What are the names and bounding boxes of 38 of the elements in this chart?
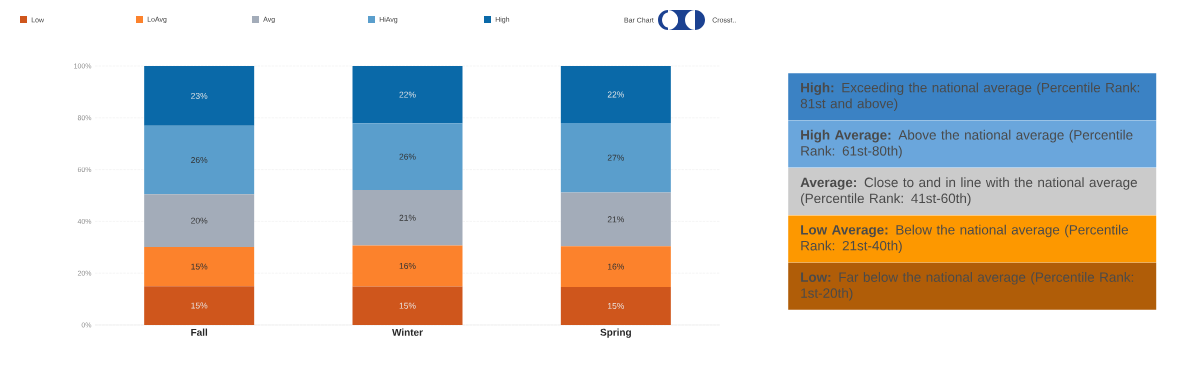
bar — [352, 245, 463, 287]
bar — [560, 246, 671, 287]
text: Low: Far below the national average (Percentile Rank: 1st-20th) — [801, 272, 1134, 301]
bar — [144, 194, 255, 248]
data-label: 22% — [607, 91, 625, 98]
bar — [560, 286, 671, 325]
bar — [352, 66, 463, 124]
data-label: 26% — [191, 157, 208, 164]
data-label: 20% — [191, 217, 208, 224]
data-label: 22% — [399, 91, 416, 98]
data-label: 21% — [399, 214, 416, 221]
bar — [560, 66, 671, 123]
data-label: 27% — [607, 154, 625, 161]
data-label: 15% — [399, 302, 416, 309]
data-label: 15% — [608, 302, 625, 309]
data-label: 21% — [607, 216, 625, 223]
data-label: 16% — [608, 263, 625, 270]
bar — [144, 286, 255, 325]
text: Low Average: Below the national average (Percentile Rank: 21st-40th) — [801, 224, 1128, 254]
data-label: 15% — [191, 302, 208, 309]
x-tick-label: Spring — [600, 328, 631, 338]
bar — [144, 125, 255, 195]
bar — [352, 123, 463, 191]
text: Average: Close to and in line with the national average (Percentile Rank: 41st-60th) — [800, 177, 1137, 206]
text: High Average: Above the national average (Percentile Rank: 61st-80th) — [801, 129, 1133, 159]
bar — [144, 66, 255, 126]
text: High: Exceeding the national average (Percentile Rank: 81st and above) — [800, 82, 1140, 111]
x-tick-label: Fall — [191, 328, 208, 336]
data-label: 16% — [399, 262, 416, 269]
bar — [560, 122, 671, 193]
data-label: 23% — [191, 92, 208, 99]
data-label: 15% — [191, 263, 208, 270]
bar — [144, 247, 255, 287]
bar — [560, 192, 671, 247]
data-label: 26% — [399, 153, 416, 160]
bar — [352, 286, 463, 325]
x-tick-label: Winter — [392, 328, 423, 336]
bar — [352, 190, 463, 246]
